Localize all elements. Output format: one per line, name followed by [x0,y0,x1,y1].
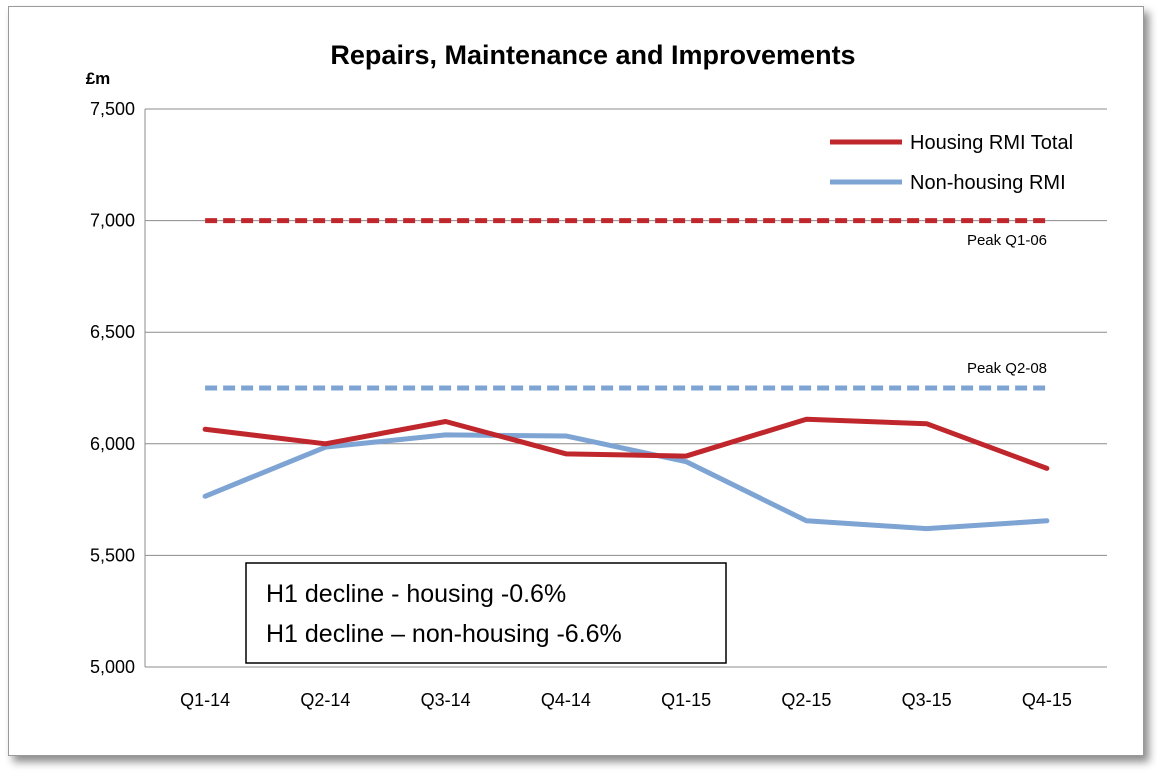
y-tick-label: 7,500 [90,99,135,119]
peak-label-non-housing: Peak Q2-08 [967,360,1047,377]
x-tick-label: Q2-15 [781,690,831,710]
x-tick-labels: Q1-14 Q2-14 Q3-14 Q4-14 Q1-15 Q2-15 Q3-15 Q4-15 [180,690,1072,710]
peak-label-housing: Peak Q1-06 [967,232,1047,249]
y-tick-label: 6,000 [90,434,135,454]
x-tick-label: Q1-14 [180,690,230,710]
y-tick-label: 7,000 [90,211,135,231]
annotation-line-housing: H1 decline - housing -0.6% [266,580,566,608]
reference-lines [205,218,1047,391]
axes [144,109,1107,668]
y-tick-labels: 5,000 5,500 6,000 6,500 7,000 7,500 [90,99,135,677]
annotation-box: H1 decline - housing -0.6% H1 decline – … [245,562,727,664]
y-tick-label: 6,500 [90,322,135,342]
y-tick-label: 5,500 [90,545,135,565]
y-axis-unit: £m [86,69,111,88]
annotation-line-non-housing: H1 decline – non-housing -6.6% [266,620,622,648]
series-line [202,432,1050,532]
series-lines [202,416,1050,532]
x-tick-label: Q1-15 [661,690,711,710]
y-tick-label: 5,000 [90,657,135,677]
x-tick-label: Q3-14 [421,690,471,710]
legend-label-non-housing: Non-housing RMI [910,172,1066,194]
x-tick-label: Q2-14 [300,690,350,710]
x-tick-label: Q4-15 [1022,690,1072,710]
series-line [202,416,1050,471]
chart-title: Repairs, Maintenance and Improvements [330,40,855,70]
x-tick-label: Q4-14 [541,690,591,710]
legend-label-housing: Housing RMI Total [910,132,1073,154]
legend: Housing RMI Total Non-housing RMI [830,132,1073,194]
x-tick-label: Q3-15 [902,690,952,710]
